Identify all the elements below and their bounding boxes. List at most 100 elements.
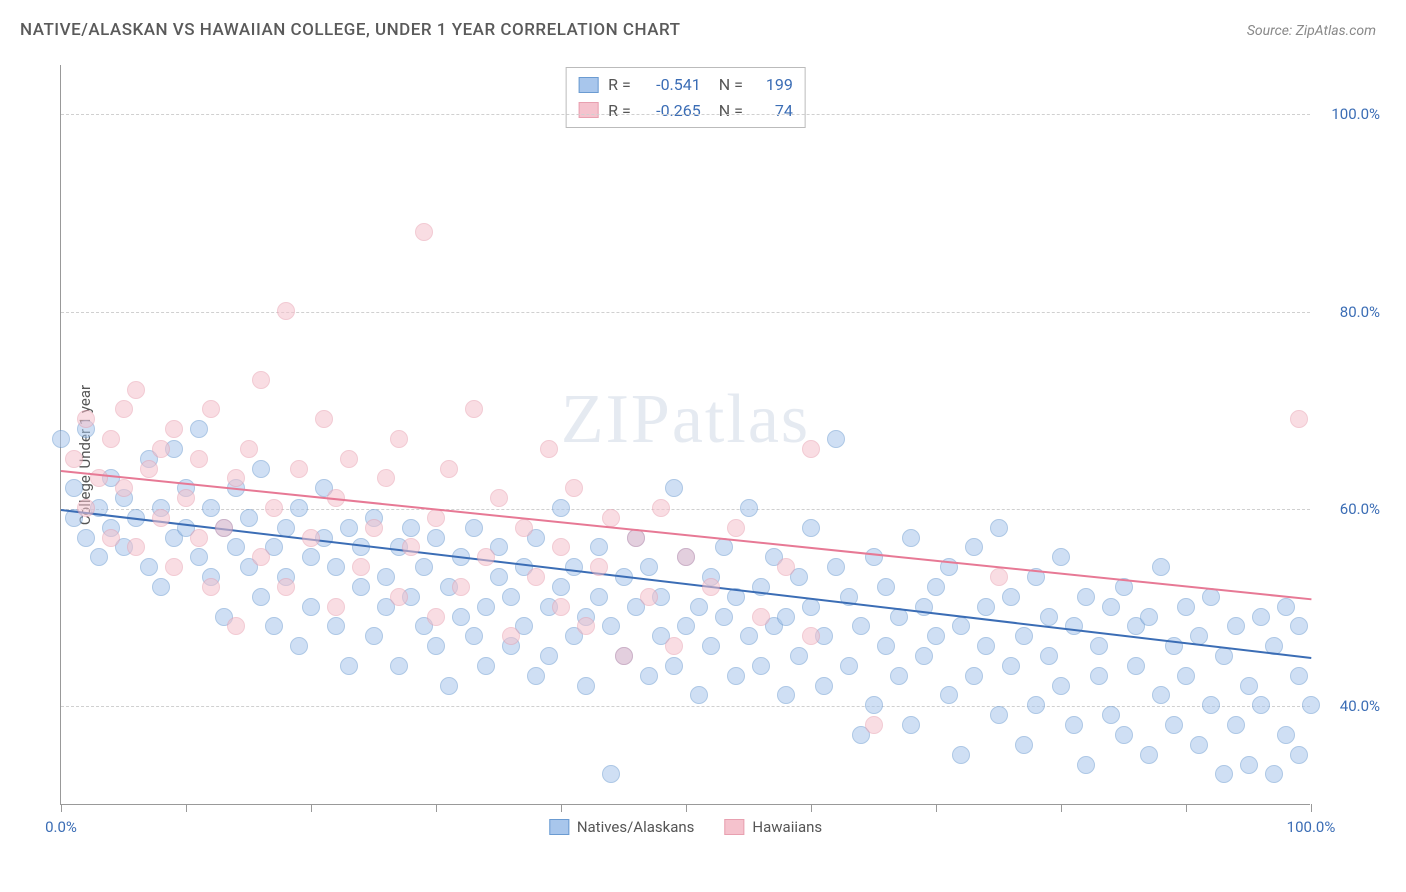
data-point — [752, 608, 770, 626]
data-point — [265, 499, 283, 517]
data-point — [352, 578, 370, 596]
x-tick — [436, 804, 437, 812]
legend-n-label: N = — [711, 72, 743, 98]
data-point — [902, 529, 920, 547]
gridline — [61, 114, 1310, 115]
data-point — [727, 667, 745, 685]
legend-r-label: R = — [608, 72, 631, 98]
data-point — [902, 716, 920, 734]
data-point — [852, 617, 870, 635]
chart-container: College, Under 1 year ZIPatlas R =-0.541… — [20, 55, 1386, 855]
legend-row: R =-0.541 N =199 — [578, 72, 793, 98]
x-tick — [186, 804, 187, 812]
data-point — [1290, 617, 1308, 635]
data-point — [1165, 716, 1183, 734]
x-tick — [1311, 804, 1312, 812]
data-point — [1290, 410, 1308, 428]
data-point — [127, 381, 145, 399]
data-point — [340, 657, 358, 675]
data-point — [652, 499, 670, 517]
data-point — [165, 420, 183, 438]
data-point — [190, 529, 208, 547]
data-point — [77, 499, 95, 517]
data-point — [1227, 617, 1245, 635]
data-point — [152, 578, 170, 596]
data-point — [802, 519, 820, 537]
correlation-legend: R =-0.541 N =199R =-0.265 N =74 — [565, 67, 806, 128]
data-point — [327, 598, 345, 616]
data-point — [427, 509, 445, 527]
data-point — [590, 588, 608, 606]
data-point — [415, 558, 433, 576]
data-point — [427, 529, 445, 547]
data-point — [77, 529, 95, 547]
legend-item: Hawaiians — [724, 818, 822, 836]
data-point — [290, 637, 308, 655]
data-point — [290, 499, 308, 517]
data-point — [127, 538, 145, 556]
data-point — [640, 588, 658, 606]
data-point — [640, 667, 658, 685]
data-point — [1140, 746, 1158, 764]
legend-r-label: R = — [608, 98, 631, 124]
data-point — [190, 450, 208, 468]
data-point — [390, 657, 408, 675]
data-point — [640, 558, 658, 576]
data-point — [1152, 558, 1170, 576]
data-point — [340, 519, 358, 537]
data-point — [1065, 617, 1083, 635]
data-point — [1202, 696, 1220, 714]
data-point — [865, 548, 883, 566]
data-point — [252, 371, 270, 389]
data-point — [602, 765, 620, 783]
data-point — [415, 223, 433, 241]
data-point — [365, 519, 383, 537]
data-point — [940, 686, 958, 704]
data-point — [715, 538, 733, 556]
data-point — [740, 627, 758, 645]
data-point — [1215, 647, 1233, 665]
trend-line — [61, 470, 1311, 600]
data-point — [1065, 716, 1083, 734]
legend-swatch — [724, 819, 744, 835]
data-point — [877, 637, 895, 655]
data-point — [1227, 716, 1245, 734]
data-point — [90, 548, 108, 566]
data-point — [590, 558, 608, 576]
data-point — [377, 469, 395, 487]
data-point — [915, 647, 933, 665]
data-point — [227, 469, 245, 487]
legend-row: R =-0.265 N =74 — [578, 98, 793, 124]
data-point — [777, 608, 795, 626]
data-point — [1002, 657, 1020, 675]
data-point — [165, 558, 183, 576]
data-point — [690, 686, 708, 704]
data-point — [352, 558, 370, 576]
data-point — [552, 499, 570, 517]
data-point — [990, 706, 1008, 724]
data-point — [577, 617, 595, 635]
data-point — [1127, 657, 1145, 675]
data-point — [152, 440, 170, 458]
data-point — [590, 538, 608, 556]
data-point — [1027, 696, 1045, 714]
data-point — [827, 430, 845, 448]
data-point — [140, 558, 158, 576]
data-point — [465, 400, 483, 418]
data-point — [452, 608, 470, 626]
x-tick — [936, 804, 937, 812]
legend-label: Hawaiians — [752, 818, 822, 836]
data-point — [890, 667, 908, 685]
data-point — [315, 410, 333, 428]
data-point — [277, 578, 295, 596]
x-tick — [1186, 804, 1187, 812]
data-point — [77, 410, 95, 428]
data-point — [502, 588, 520, 606]
x-tick — [811, 804, 812, 812]
legend-swatch — [549, 819, 569, 835]
data-point — [565, 479, 583, 497]
legend-item: Natives/Alaskans — [549, 818, 695, 836]
data-point — [1152, 686, 1170, 704]
data-point — [927, 578, 945, 596]
data-point — [840, 657, 858, 675]
